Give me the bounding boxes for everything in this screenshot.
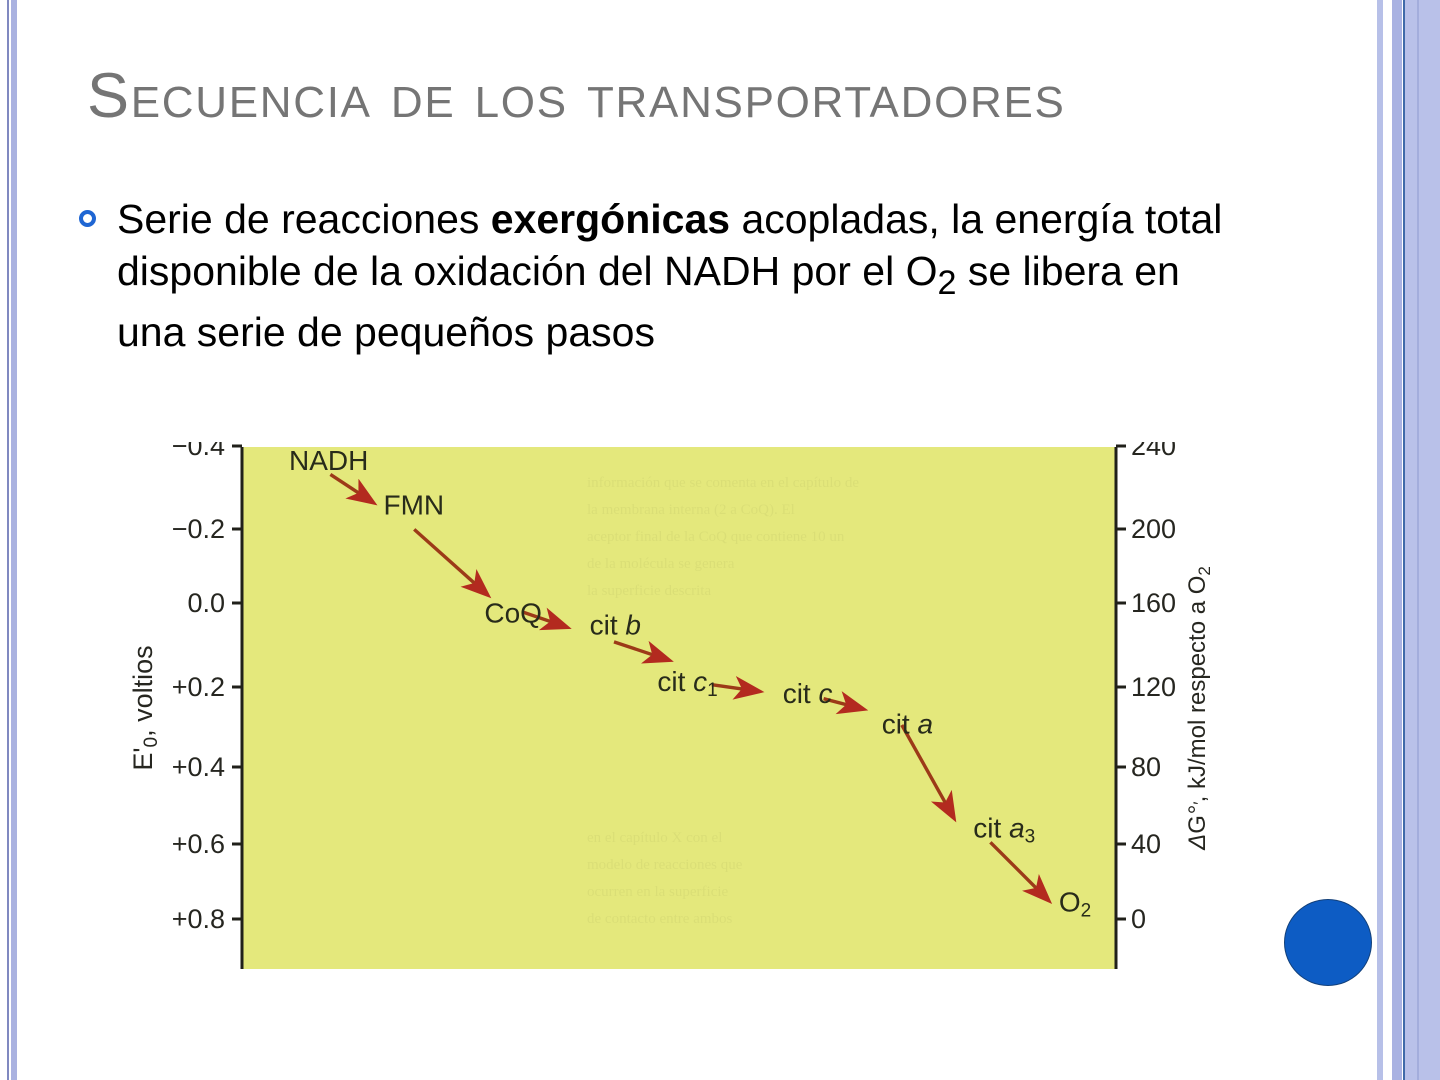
svg-text:80: 80 [1131,752,1161,782]
svg-text:de contacto entre ambos: de contacto entre ambos [587,911,733,927]
svg-text:NADH: NADH [289,445,368,476]
svg-text:+0.6: +0.6 [172,829,225,859]
svg-text:cit a: cit a [882,709,933,740]
svg-text:+0.4: +0.4 [172,752,225,782]
svg-text:E'0, voltios: E'0, voltios [128,645,162,770]
svg-text:+0.8: +0.8 [172,904,225,934]
svg-text:la superficie descrita: la superficie descrita [587,583,711,599]
svg-text:0.0: 0.0 [187,588,225,618]
svg-text:40: 40 [1131,829,1161,859]
svg-text:aceptor final de la CoQ que co: aceptor final de la CoQ que contiene 10 … [587,529,845,545]
svg-text:ΔG°′, kJ/mol respecto a O2: ΔG°′, kJ/mol respecto a O2 [1184,566,1214,851]
svg-text:cit c: cit c [783,678,833,709]
svg-text:240: 240 [1131,442,1176,461]
svg-text:cit b: cit b [590,610,641,641]
svg-text:CoQ: CoQ [484,597,542,628]
svg-text:0: 0 [1131,904,1146,934]
svg-text:información que se comenta en: información que se comenta en el capítul… [587,475,859,491]
svg-text:FMN: FMN [384,489,445,520]
svg-text:−0.2: −0.2 [172,514,225,544]
svg-text:+0.2: +0.2 [172,672,225,702]
svg-text:120: 120 [1131,672,1176,702]
svg-text:160: 160 [1131,588,1176,618]
svg-text:200: 200 [1131,514,1176,544]
svg-text:de la molécula se genera: de la molécula se genera [587,556,735,572]
svg-text:ocurren en la superficie: ocurren en la superficie [587,884,729,900]
svg-text:la membrana interna (2 a CoQ).: la membrana interna (2 a CoQ). El [587,502,795,518]
svg-text:en el capítulo X con el: en el capítulo X con el [587,830,722,846]
svg-text:−0.4: −0.4 [172,442,225,461]
svg-text:modelo de reacciones que: modelo de reacciones que [587,857,743,873]
